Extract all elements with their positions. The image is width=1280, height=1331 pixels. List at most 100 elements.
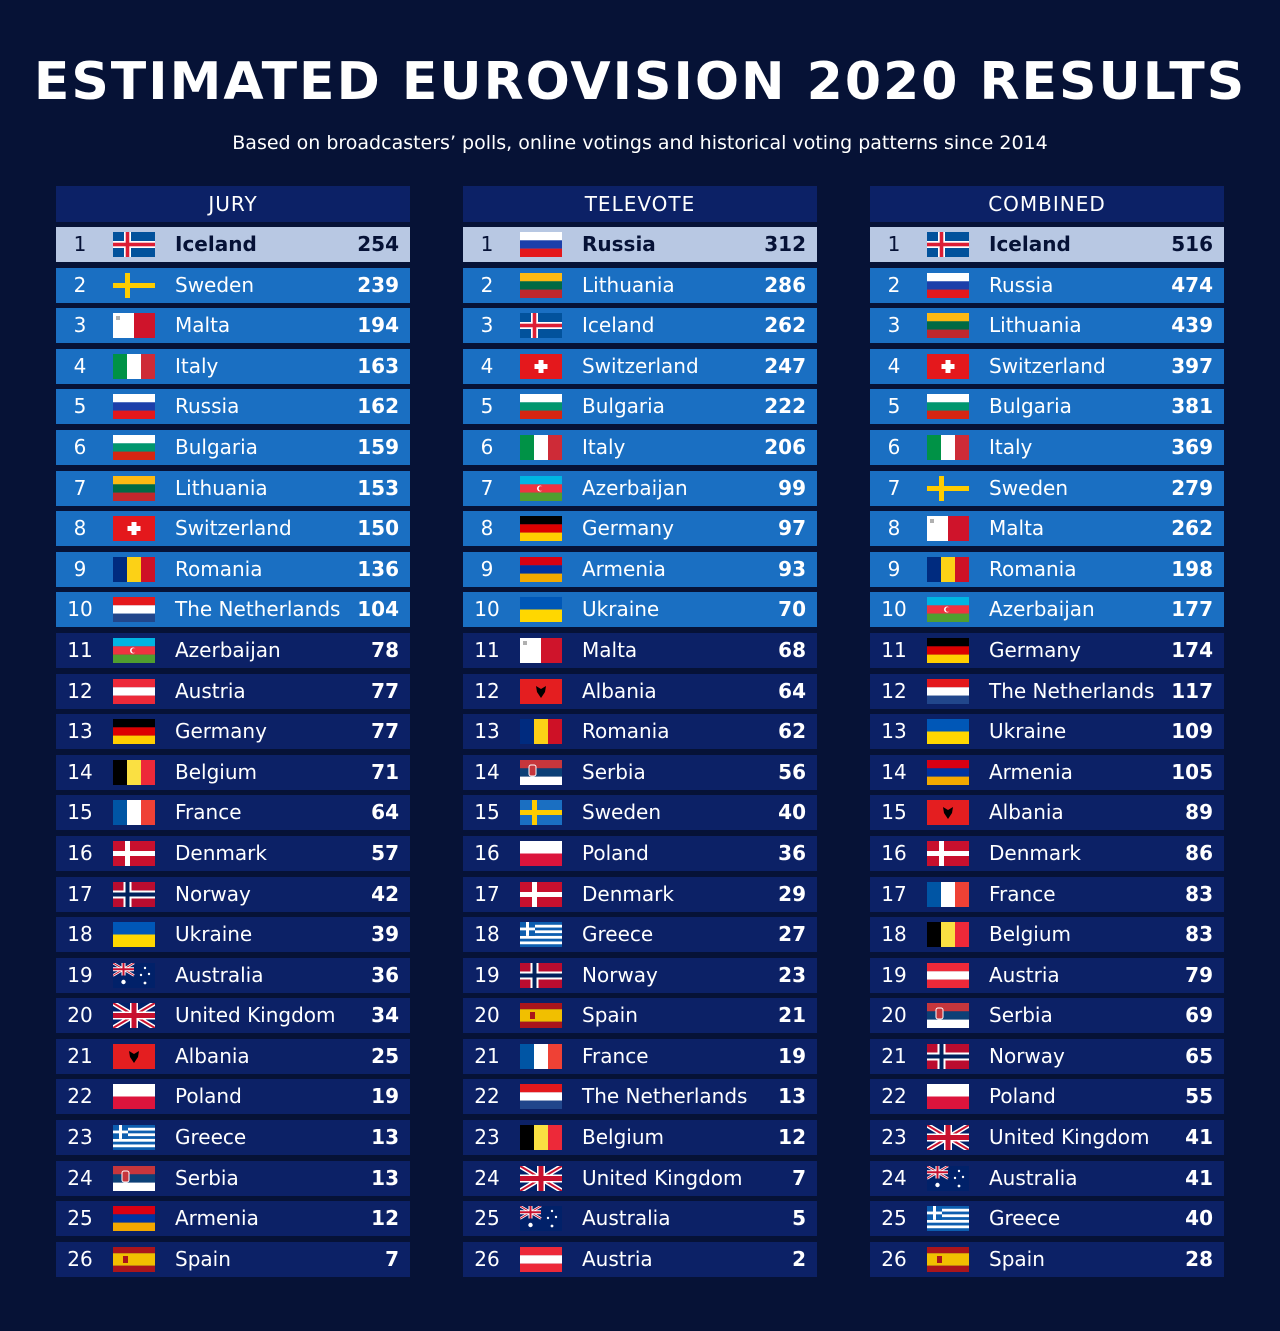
rank-number: 9 xyxy=(73,556,87,581)
country-name: Iceland xyxy=(989,232,1071,256)
rank-number: 19 xyxy=(67,962,93,987)
united-kingdom-flag-icon xyxy=(520,1165,562,1191)
rank-number: 8 xyxy=(887,516,901,541)
combined-table: COMBINED 1 Iceland 516 2 Russia 474 3 Lithuania… xyxy=(870,186,1224,1282)
combined-row: 3 Lithuania 439 xyxy=(870,308,1224,344)
rank-number: 14 xyxy=(67,759,93,784)
rank-number: 22 xyxy=(67,1084,93,1109)
country-name: Malta xyxy=(175,313,231,338)
country-name: Spain xyxy=(989,1246,1045,1271)
jury-row: 1 Iceland 254 xyxy=(56,227,410,262)
combined-row: 15 Albania 89 xyxy=(870,795,1224,831)
country-name: Romania xyxy=(582,719,670,744)
rank-number: 6 xyxy=(73,434,87,459)
combined-header: COMBINED xyxy=(870,186,1224,222)
rank-number: 10 xyxy=(67,597,93,622)
points-value: 56 xyxy=(778,759,806,784)
country-name: Italy xyxy=(175,353,219,378)
rank-number: 5 xyxy=(480,394,494,419)
rank-number: 19 xyxy=(474,962,500,987)
italy-flag-icon xyxy=(113,353,155,379)
poland-flag-icon xyxy=(927,1084,969,1110)
combined-row: 10 Azerbaijan 177 xyxy=(870,592,1224,628)
sweden-flag-icon xyxy=(927,475,969,501)
rank-number: 20 xyxy=(474,1003,500,1028)
bulgaria-flag-icon xyxy=(520,394,562,420)
rank-number: 26 xyxy=(67,1246,93,1271)
points-value: 254 xyxy=(357,232,399,256)
points-value: 19 xyxy=(371,1084,399,1109)
romania-flag-icon xyxy=(113,556,155,582)
televote-header: TELEVOTE xyxy=(463,186,817,222)
jury-row: 9 Romania 136 xyxy=(56,551,410,587)
points-value: 27 xyxy=(778,922,806,947)
country-name: Spain xyxy=(175,1246,231,1271)
points-value: 286 xyxy=(764,272,806,297)
televote-row: 3 Iceland 262 xyxy=(463,308,817,344)
country-name: Russia xyxy=(989,272,1054,297)
iceland-flag-icon xyxy=(927,232,969,257)
country-name: France xyxy=(989,881,1056,906)
greece-flag-icon xyxy=(520,922,562,948)
points-value: 117 xyxy=(1171,678,1213,703)
televote-row: 24 United Kingdom 7 xyxy=(463,1160,817,1196)
malta-flag-icon xyxy=(113,313,155,339)
serbia-flag-icon xyxy=(520,759,562,785)
germany-flag-icon xyxy=(520,516,562,542)
rank-number: 2 xyxy=(480,272,494,297)
combined-row: 14 Armenia 105 xyxy=(870,754,1224,790)
points-value: 13 xyxy=(778,1084,806,1109)
points-value: 93 xyxy=(778,556,806,581)
country-name: Romania xyxy=(175,556,263,581)
points-value: 39 xyxy=(371,922,399,947)
iceland-flag-icon xyxy=(520,313,562,339)
country-name: France xyxy=(175,800,242,825)
country-name: Denmark xyxy=(989,840,1081,865)
rank-number: 18 xyxy=(474,922,500,947)
points-value: 42 xyxy=(371,881,399,906)
rank-number: 17 xyxy=(881,881,907,906)
rank-number: 26 xyxy=(881,1246,907,1271)
rank-number: 14 xyxy=(881,759,907,784)
points-value: 12 xyxy=(371,1206,399,1231)
points-value: 40 xyxy=(778,800,806,825)
points-value: 28 xyxy=(1185,1246,1213,1271)
norway-flag-icon xyxy=(113,881,155,907)
belgium-flag-icon xyxy=(927,922,969,948)
rank-number: 8 xyxy=(480,516,494,541)
televote-row: 1 Russia 312 xyxy=(463,227,817,262)
country-name: Malta xyxy=(989,516,1045,541)
points-value: 83 xyxy=(1185,881,1213,906)
rank-number: 6 xyxy=(480,434,494,459)
azerbaijan-flag-icon xyxy=(520,475,562,501)
country-name: Germany xyxy=(175,719,267,744)
iceland-flag-icon xyxy=(113,232,155,257)
points-value: 25 xyxy=(371,1043,399,1068)
ukraine-flag-icon xyxy=(113,922,155,948)
france-flag-icon xyxy=(113,800,155,826)
rank-number: 3 xyxy=(887,313,901,338)
country-name: Switzerland xyxy=(989,353,1106,378)
country-name: Belgium xyxy=(989,922,1071,947)
points-value: 2 xyxy=(792,1246,806,1271)
combined-row: 21 Norway 65 xyxy=(870,1038,1224,1074)
bulgaria-flag-icon xyxy=(113,434,155,460)
combined-row: 5 Bulgaria 381 xyxy=(870,389,1224,425)
country-name: Australia xyxy=(989,1165,1078,1190)
rank-number: 21 xyxy=(67,1043,93,1068)
televote-row: 16 Poland 36 xyxy=(463,835,817,871)
country-name: Lithuania xyxy=(582,272,675,297)
rank-number: 4 xyxy=(887,353,901,378)
rank-number: 13 xyxy=(881,719,907,744)
rank-number: 5 xyxy=(73,394,87,419)
albania-flag-icon xyxy=(927,800,969,826)
rank-number: 25 xyxy=(881,1206,907,1231)
combined-row: 17 France 83 xyxy=(870,876,1224,912)
lithuania-flag-icon xyxy=(113,475,155,501)
jury-rows: 1 Iceland 254 2 Sweden 239 3 Malta 194 4 Italy 163 5… xyxy=(56,227,410,1277)
combined-row: 9 Romania 198 xyxy=(870,551,1224,587)
televote-row: 26 Austria 2 xyxy=(463,1241,817,1277)
combined-row: 26 Spain 28 xyxy=(870,1241,1224,1277)
jury-header: JURY xyxy=(56,186,410,222)
points-value: 381 xyxy=(1171,394,1213,419)
